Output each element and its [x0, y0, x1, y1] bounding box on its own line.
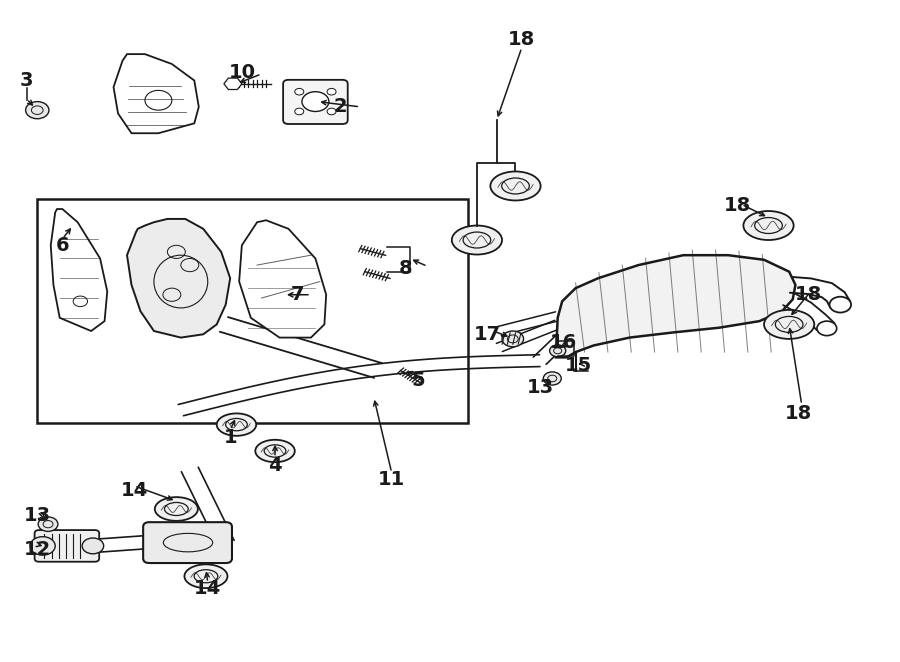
Circle shape	[327, 89, 336, 95]
Text: 16: 16	[549, 334, 577, 352]
Text: 11: 11	[378, 470, 405, 489]
Ellipse shape	[155, 497, 198, 521]
Circle shape	[327, 108, 336, 115]
Text: 17: 17	[474, 325, 501, 344]
Text: 18: 18	[508, 30, 536, 49]
Ellipse shape	[764, 310, 815, 339]
Text: 14: 14	[121, 481, 148, 500]
Text: 13: 13	[23, 506, 50, 525]
Circle shape	[38, 517, 58, 532]
Text: 7: 7	[291, 285, 304, 305]
Text: 6: 6	[56, 236, 69, 255]
Circle shape	[502, 331, 524, 347]
Circle shape	[830, 297, 851, 312]
Text: 2: 2	[334, 97, 347, 117]
FancyBboxPatch shape	[284, 80, 347, 124]
Text: 18: 18	[785, 404, 812, 423]
Polygon shape	[113, 54, 199, 133]
Polygon shape	[224, 78, 242, 89]
Polygon shape	[239, 220, 326, 338]
Text: 18: 18	[796, 285, 823, 305]
Text: 15: 15	[564, 356, 592, 375]
Text: 13: 13	[527, 377, 554, 397]
Circle shape	[82, 538, 104, 554]
Circle shape	[550, 345, 566, 357]
Bar	[37, 199, 468, 423]
Circle shape	[25, 101, 49, 118]
Text: 4: 4	[268, 456, 282, 475]
Text: 12: 12	[23, 540, 51, 559]
Polygon shape	[127, 219, 230, 338]
Circle shape	[817, 321, 837, 336]
Circle shape	[302, 92, 328, 111]
Text: 14: 14	[194, 579, 221, 598]
Text: 8: 8	[399, 259, 412, 278]
Circle shape	[30, 537, 55, 555]
Ellipse shape	[743, 211, 794, 240]
FancyBboxPatch shape	[143, 522, 232, 563]
Text: 1: 1	[223, 428, 237, 448]
Circle shape	[544, 372, 562, 385]
Ellipse shape	[184, 565, 228, 588]
Text: 10: 10	[229, 63, 256, 82]
Ellipse shape	[491, 171, 541, 201]
Ellipse shape	[452, 226, 502, 254]
Polygon shape	[556, 255, 796, 357]
Ellipse shape	[217, 413, 256, 436]
Polygon shape	[50, 209, 107, 331]
Text: 3: 3	[20, 71, 33, 90]
Circle shape	[295, 108, 304, 115]
Circle shape	[295, 89, 304, 95]
Ellipse shape	[256, 440, 295, 462]
Text: 18: 18	[724, 196, 751, 215]
FancyBboxPatch shape	[34, 530, 99, 562]
Text: 5: 5	[412, 371, 426, 390]
